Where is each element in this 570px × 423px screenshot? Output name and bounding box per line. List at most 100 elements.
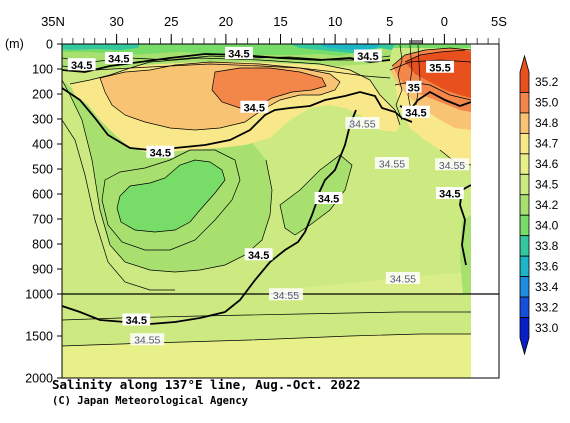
contour-label-bg (104, 52, 133, 64)
colorbar-swatch (519, 132, 530, 155)
y-tick-label: 600 (32, 188, 53, 202)
contour-lines (62, 44, 471, 347)
contour-bold (62, 197, 319, 325)
contour-label-bg (130, 333, 165, 346)
contour-label-text: 34.55 (273, 290, 299, 302)
contour-label-text: 34.5 (108, 54, 129, 66)
contour-label: 34.5 (354, 49, 382, 63)
contour-label: 34.5 (67, 58, 96, 72)
contour-label-text: 35 (408, 82, 420, 94)
contour-thin (391, 47, 471, 67)
contour-label: 34.5 (402, 105, 430, 119)
contour-label: 34.55 (345, 117, 380, 131)
field-subtropical-35-0 (212, 68, 326, 108)
chart-title: Salinity along 137°E line, Aug.-Oct. 202… (52, 377, 361, 392)
contour-thin (211, 67, 327, 109)
colorbar-label: 33.0 (535, 321, 559, 335)
colorbar-swatch (519, 173, 530, 196)
contour-label-bg (345, 117, 380, 129)
contour-label: 34.55 (268, 288, 303, 302)
contour-label-text: 34.5 (126, 315, 147, 327)
contour-label-text: 34.55 (439, 160, 465, 172)
contour-label: 34.55 (374, 157, 409, 171)
colorbar-label: 35.0 (535, 96, 559, 110)
y-tick-label: 1500 (25, 330, 53, 344)
colorbar-label: 33.4 (535, 280, 559, 294)
contour-label: 35.5 (426, 60, 454, 74)
contour-label-bg (225, 47, 253, 59)
field-core-34-0 (117, 160, 225, 232)
contour-thin (279, 154, 353, 236)
colorbar-label: 33.8 (535, 239, 559, 253)
contour-bold (62, 87, 413, 151)
y-tick-label: 400 (32, 138, 53, 152)
contour-label-text: 35.5 (429, 62, 450, 74)
field-deep-34-55 (62, 334, 471, 378)
y-tick-label: 1000 (25, 288, 53, 302)
y-tick-label: 2000 (25, 372, 53, 386)
contour-label-bg (354, 49, 382, 62)
contour-label-text: 34.5 (405, 107, 426, 119)
colorbar-label: 35.2 (535, 75, 559, 89)
x-tick-label: 0 (441, 14, 448, 29)
contour-thin (62, 79, 273, 273)
colorbar-swatch (519, 54, 530, 93)
contour-label-text: 34.5 (228, 49, 249, 61)
contour-label-bg (426, 60, 454, 73)
y-axis-unit: (m) (5, 37, 24, 51)
contour-label-text: 34.5 (318, 194, 339, 206)
contour-label-bg (240, 100, 269, 113)
colorbar-swatch (519, 194, 530, 216)
contour-label-bg (402, 105, 430, 118)
contour-label-bg (385, 272, 420, 284)
contour-label-text: 34.5 (439, 189, 460, 201)
contour-label-bg (268, 288, 303, 301)
colorbar-label: 34.7 (535, 137, 559, 151)
contour-label-text: 34.55 (379, 159, 405, 171)
contour-label-text: 34.55 (349, 119, 375, 131)
colorbar-swatch (519, 317, 530, 356)
contour-label-bg (314, 192, 343, 204)
contour-thin (62, 311, 471, 321)
y-tick-label: 900 (32, 263, 53, 277)
x-axis-end-label: 5S (491, 14, 507, 29)
x-tick-label: 15 (273, 14, 287, 29)
contour-label-text: 34.55 (134, 335, 160, 347)
contour-label: 34.55 (130, 333, 165, 347)
contour-label-bg (122, 313, 151, 326)
contour-thin (99, 61, 341, 131)
colorbar-label: 34.6 (535, 157, 559, 171)
colorbar-swatch (519, 296, 530, 318)
x-tick-label: 5 (386, 14, 393, 29)
colorbar-swatch (519, 153, 530, 175)
contour-thin (69, 57, 401, 126)
contour-label: 34.5 (435, 187, 464, 201)
contour-thin (62, 63, 391, 79)
y-tick-label: 100 (32, 63, 53, 77)
colorbar-label: 34.8 (535, 116, 559, 130)
contour-label-text: 34.5 (248, 250, 269, 262)
station-marks (409, 40, 423, 44)
contour-label-bg (435, 187, 464, 199)
contour-bold (62, 53, 391, 73)
colorbar-swatch (519, 276, 530, 298)
contour-label: 34.5 (244, 248, 273, 262)
contour-label-text: 34.55 (390, 274, 416, 286)
colorbar-swatch (519, 255, 530, 278)
x-tick-label: 20 (219, 14, 233, 29)
contour-thin (62, 333, 471, 347)
x-tick-label: 30 (109, 14, 123, 29)
contour-label: 34.55 (435, 158, 470, 172)
colorbar-swatch (519, 214, 530, 237)
contour-label-bg (146, 145, 175, 158)
y-tick-label: 0 (46, 38, 53, 52)
contour-label-bg (374, 157, 409, 169)
y-tick-label: 300 (32, 113, 53, 127)
contour-labels: 34.5 34.5 34.5 34.5 34.5 35 35.5 34.5 34.55 34.5 3… (67, 47, 470, 347)
contour-thin (101, 149, 241, 251)
contour-thin (404, 49, 466, 63)
contour-label-bg (406, 80, 422, 93)
contour-label: 34.5 (146, 145, 175, 159)
contour-label-text: 34.5 (357, 51, 378, 63)
